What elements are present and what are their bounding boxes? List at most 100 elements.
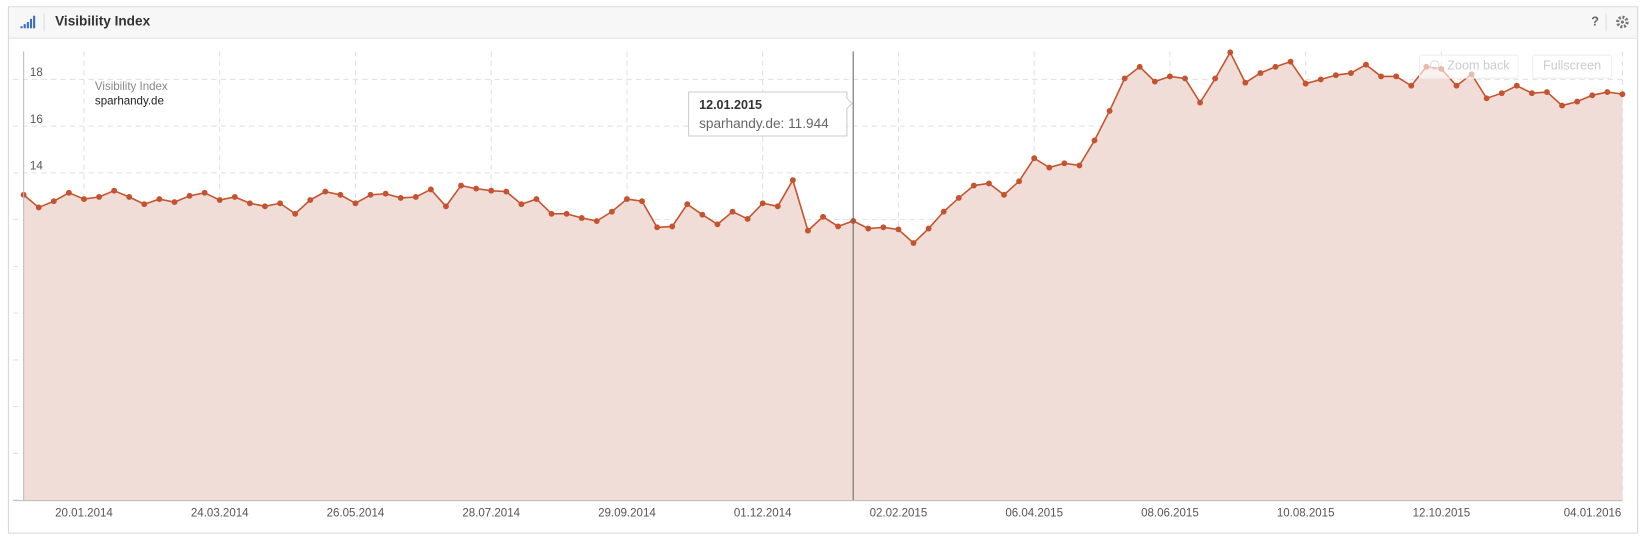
point	[1212, 75, 1219, 82]
point	[1257, 70, 1264, 77]
point	[533, 196, 540, 203]
point	[518, 201, 525, 208]
point	[1363, 61, 1369, 68]
legend-title: Visibility Index	[95, 81, 168, 93]
point	[684, 201, 691, 208]
point	[367, 191, 374, 198]
button-label[interactable]: Fullscreen	[1543, 58, 1601, 72]
button-label[interactable]: Zoom back	[1447, 58, 1510, 72]
point	[412, 194, 419, 200]
point	[985, 180, 992, 187]
point	[171, 199, 178, 206]
y-tick-label: 16	[30, 114, 43, 126]
point	[307, 197, 314, 203]
point	[1046, 164, 1053, 171]
point	[156, 196, 163, 203]
x-tick-label: 06.04.2015	[1005, 508, 1063, 520]
x-tick-label: 29.09.2014	[598, 508, 656, 520]
point	[1453, 82, 1460, 89]
point	[1483, 95, 1490, 102]
x-tick-label: 08.06.2015	[1141, 508, 1199, 520]
point	[1332, 72, 1339, 79]
tooltip-box	[688, 91, 853, 137]
point	[186, 192, 193, 199]
y-tick-label: 14	[30, 161, 43, 173]
point	[1619, 91, 1626, 98]
point	[895, 226, 902, 233]
y-tick-label: 18	[30, 67, 43, 79]
point	[216, 197, 223, 203]
point	[1061, 160, 1068, 167]
point	[1076, 162, 1083, 169]
legend-item[interactable]: sparhandy.de	[95, 96, 164, 108]
point	[970, 182, 977, 189]
point	[1106, 108, 1113, 114]
point	[1287, 58, 1294, 65]
point	[835, 223, 842, 230]
point	[1197, 99, 1204, 106]
point	[744, 215, 751, 222]
fullscreen-button[interactable]: Fullscreen	[1532, 54, 1612, 79]
tooltip-text: sparhandy.de: 11.944	[699, 116, 829, 131]
x-tick-label: 10.08.2015	[1277, 508, 1335, 520]
help-button[interactable]: ?	[1591, 14, 1599, 28]
tooltip-title: 12.01.2015	[699, 98, 762, 112]
point	[1121, 75, 1128, 82]
point	[1091, 137, 1098, 144]
x-tick-label: 02.02.2015	[870, 508, 928, 520]
point	[337, 191, 344, 198]
point	[925, 225, 932, 232]
point	[714, 221, 721, 228]
point	[503, 188, 510, 195]
point	[1227, 49, 1234, 56]
x-tick-label: 26.05.2014	[327, 508, 385, 520]
point	[201, 189, 208, 196]
point	[1393, 73, 1400, 80]
point	[624, 196, 630, 203]
point	[1347, 70, 1354, 77]
point	[1513, 82, 1520, 89]
point	[1317, 76, 1324, 83]
header-bar	[8, 7, 1638, 38]
x-tick-label: 20.01.2014	[55, 508, 113, 520]
point	[443, 203, 449, 210]
point	[81, 196, 87, 203]
point	[427, 186, 434, 193]
point	[699, 211, 706, 218]
point	[50, 198, 57, 205]
point	[1378, 73, 1385, 80]
point	[473, 185, 480, 192]
point	[1574, 98, 1581, 105]
point	[1272, 63, 1279, 70]
zoom-back-button[interactable]: Zoom back	[1419, 54, 1519, 79]
point	[1031, 155, 1038, 162]
x-tick-label: 12.10.2015	[1413, 508, 1471, 520]
point	[1589, 92, 1596, 99]
x-tick-label: 01.12.2014	[734, 508, 792, 520]
point	[1136, 63, 1143, 70]
point	[322, 188, 329, 195]
point	[563, 210, 570, 217]
point	[277, 200, 283, 207]
point	[397, 194, 404, 201]
point	[382, 190, 389, 197]
point	[1242, 79, 1249, 86]
point	[262, 203, 268, 210]
point	[880, 224, 887, 231]
point	[789, 177, 796, 184]
point	[820, 213, 826, 220]
point	[488, 187, 495, 194]
settings-icon[interactable]	[1616, 15, 1629, 29]
point	[111, 187, 118, 194]
point	[65, 189, 72, 196]
point	[458, 182, 464, 189]
point	[578, 215, 585, 221]
x-tick-label: 04.01.2016	[1564, 508, 1622, 520]
point	[1151, 78, 1158, 85]
point	[759, 200, 766, 207]
tooltip: 12.01.2015 sparhandy.de: 11.944	[688, 91, 853, 137]
point	[1302, 80, 1309, 87]
point	[669, 223, 676, 230]
point	[729, 208, 736, 215]
